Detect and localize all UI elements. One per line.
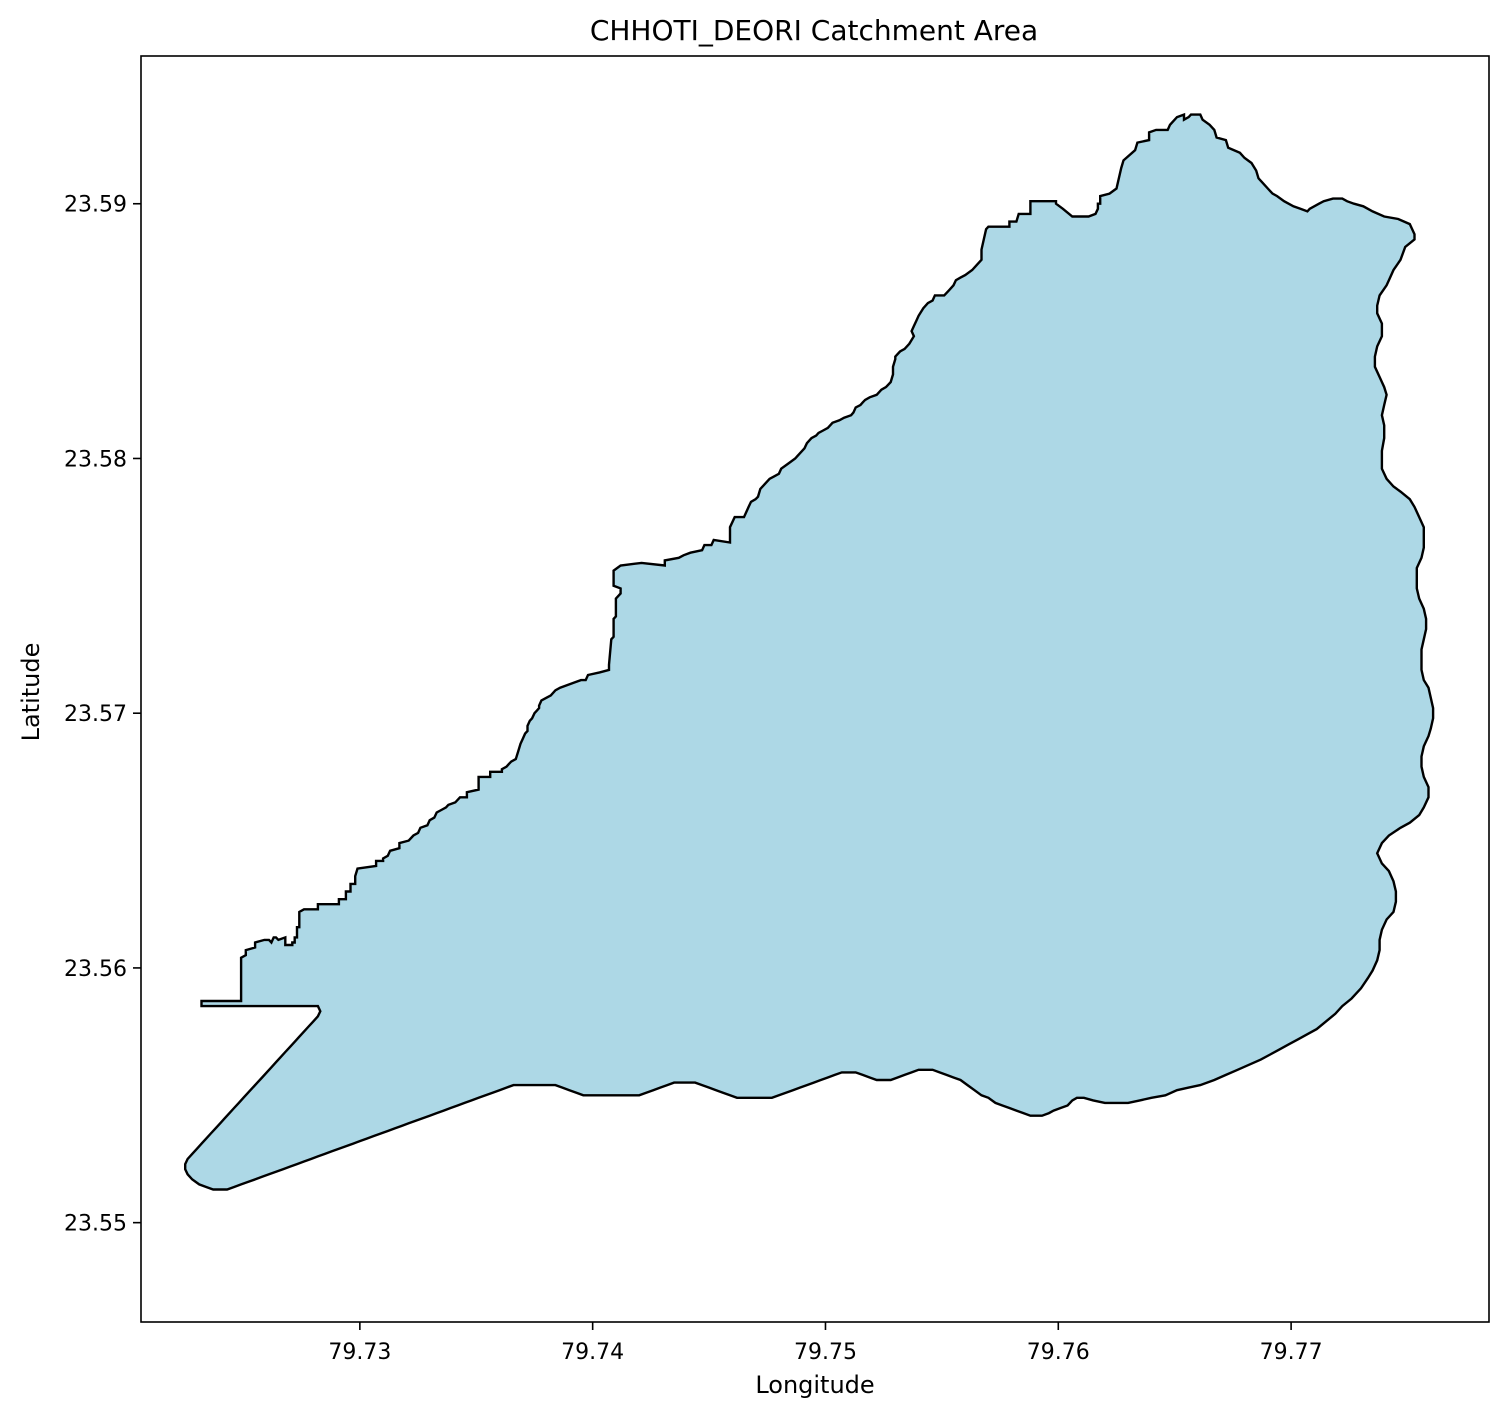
catchment-polygon — [184, 112, 1435, 1191]
chart-title: CHHOTI_DEORI Catchment Area — [590, 14, 1038, 47]
y-tick-label: 23.57 — [64, 702, 127, 727]
y-axis-label: Latitude — [17, 643, 45, 742]
y-tick-label: 23.55 — [64, 1212, 127, 1237]
x-tick-label: 79.75 — [794, 1340, 857, 1365]
x-axis: 79.73 79.74 79.75 79.76 79.77 — [328, 1322, 1323, 1365]
y-axis: 23.55 23.56 23.57 23.58 23.59 — [64, 193, 141, 1237]
x-tick-label: 79.73 — [328, 1340, 391, 1365]
x-tick-label: 79.77 — [1260, 1340, 1323, 1365]
y-tick-label: 23.58 — [64, 447, 127, 472]
x-axis-label: Longitude — [755, 1371, 874, 1399]
x-tick-label: 79.76 — [1027, 1340, 1090, 1365]
plot-area — [140, 55, 1490, 1323]
x-tick-label: 79.74 — [561, 1340, 624, 1365]
axes-frame — [140, 55, 1490, 1323]
y-tick-label: 23.56 — [64, 957, 127, 982]
y-tick-label: 23.59 — [64, 193, 127, 218]
